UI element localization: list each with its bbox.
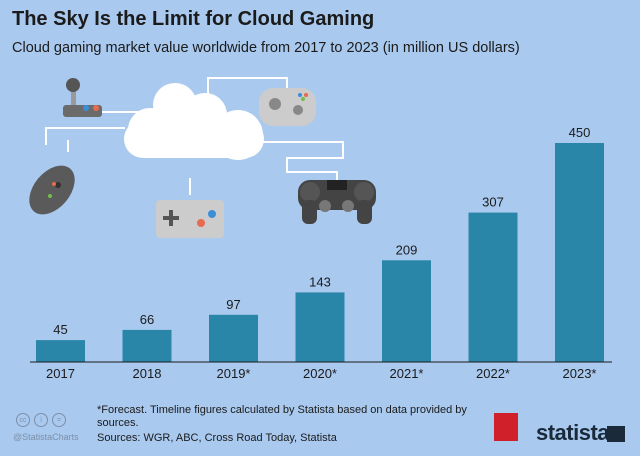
data-label: 97 [226, 297, 240, 312]
data-label: 66 [140, 312, 154, 327]
cc-icon: cc [16, 413, 30, 427]
page-title: The Sky Is the Limit for Cloud Gaming [12, 8, 375, 30]
joystick-icon [63, 78, 102, 117]
bar-2020 [295, 292, 345, 362]
pc-logo [494, 413, 518, 441]
x-tick-label: 2019* [217, 366, 251, 381]
data-label: 45 [53, 322, 67, 337]
statista-logo: statista [536, 420, 610, 445]
bar-2022 [468, 212, 518, 362]
x-tick-label: 2022* [476, 366, 510, 381]
mouse-icon [29, 165, 75, 215]
x-tick-label: 2021* [390, 366, 424, 381]
data-label: 450 [569, 125, 591, 140]
creative-commons-icons: cc i = [16, 413, 66, 427]
forecast-note: *Forecast. Timeline figures calculated b… [97, 404, 467, 429]
subtitle: Cloud gaming market value worldwide from… [12, 40, 520, 56]
data-label: 307 [482, 195, 504, 210]
bar-2018 [122, 329, 172, 362]
x-tick-label: 2023* [563, 366, 597, 381]
no-derivatives-icon: = [52, 413, 66, 427]
bar-2021 [382, 260, 431, 362]
data-label: 209 [396, 242, 418, 257]
statista-logo-mark [607, 426, 625, 442]
bar-2017 [36, 340, 85, 362]
x-tick-label: 2018 [133, 366, 162, 381]
data-label: 143 [309, 274, 331, 289]
bar-2019 [209, 314, 258, 362]
cloud-illustration [45, 77, 344, 195]
gamepad-icon [156, 200, 224, 238]
sources: Sources: WGR, ABC, Cross Road Today, Sta… [97, 432, 337, 444]
playstation-controller-icon [298, 180, 376, 224]
bar-2023 [555, 143, 604, 362]
x-tick-label: 2020* [303, 366, 337, 381]
social-handle[interactable]: @StatistaCharts [13, 432, 79, 442]
cloud-icon [124, 83, 264, 160]
attribution-icon: i [34, 413, 48, 427]
x-tick-label: 2017 [46, 366, 75, 381]
xbox-controller-icon [259, 88, 316, 126]
